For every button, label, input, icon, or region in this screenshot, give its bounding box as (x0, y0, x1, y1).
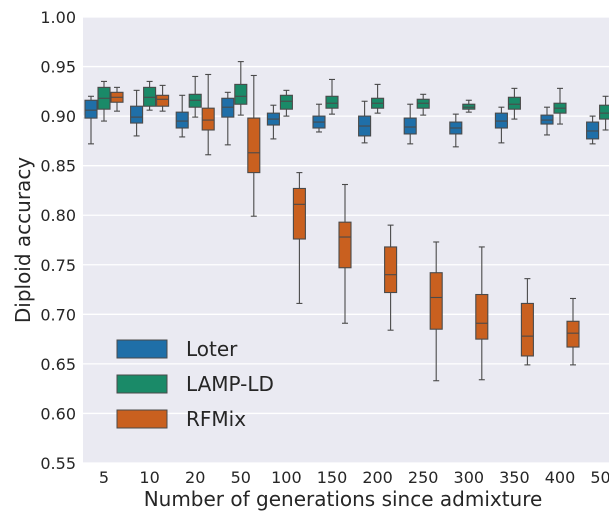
x-axis-ticks: 5 10 20 50 100 150 200 250 300 350 400 500 (99, 468, 609, 487)
box-iqr (130, 105, 144, 124)
box-loter (358, 100, 372, 144)
box-loter (449, 113, 463, 148)
x-axis-title: Number of generations since admixture (144, 487, 543, 511)
box-iqr (338, 221, 352, 269)
y-axis-title: Diploid accuracy (11, 157, 35, 323)
box-lamp-ld (188, 75, 202, 118)
legend: Loter LAMP-LD RFMix (116, 337, 274, 431)
x-tick-label: 100 (271, 468, 302, 487)
y-tick-label: 0.60 (40, 404, 76, 423)
box-loter (221, 91, 235, 146)
x-tick-label: 5 (99, 468, 109, 487)
x-tick-label: 350 (499, 468, 530, 487)
box-lamp-ld (97, 80, 111, 122)
legend-swatch (116, 409, 168, 429)
box-lamp-ld (553, 87, 567, 125)
box-loter (175, 94, 189, 138)
box-iqr (292, 187, 306, 240)
y-axis-ticks: 0.55 0.60 0.65 0.70 0.75 0.80 0.85 0.90 0.95 1.00 (40, 8, 76, 473)
legend-label: RFMix (186, 407, 246, 431)
box-loter (586, 115, 600, 145)
box-loter (84, 95, 98, 145)
box-plot-series (84, 61, 609, 382)
x-tick-label: 200 (362, 468, 393, 487)
y-tick-label: 0.85 (40, 157, 76, 176)
box-iqr (234, 83, 248, 105)
box-iqr (247, 117, 261, 174)
box-rfmix (475, 246, 489, 381)
y-tick-label: 0.70 (40, 305, 76, 324)
box-rfmix (520, 278, 534, 366)
box-rfmix (384, 224, 398, 331)
y-tick-label: 0.55 (40, 454, 76, 473)
box-loter (312, 103, 326, 133)
box-rfmix (429, 241, 443, 382)
x-tick-label: 150 (317, 468, 348, 487)
box-lamp-ld (371, 83, 385, 114)
box-lamp-ld (234, 61, 248, 116)
box-loter (130, 89, 144, 137)
y-tick-label: 1.00 (40, 8, 76, 27)
legend-label: LAMP-LD (186, 372, 274, 396)
box-rfmix (338, 183, 352, 324)
legend-label: Loter (186, 337, 238, 361)
box-rfmix (110, 86, 124, 112)
box-iqr (325, 95, 339, 109)
x-tick-label: 50 (231, 468, 251, 487)
box-iqr (175, 111, 189, 129)
legend-item: Loter (116, 337, 238, 361)
box-rfmix (156, 84, 170, 112)
box-iqr (201, 107, 215, 131)
legend-swatch (116, 339, 168, 359)
y-tick-label: 0.80 (40, 206, 76, 225)
box-iqr (599, 104, 609, 120)
x-tick-label: 250 (408, 468, 439, 487)
box-lamp-ld (599, 95, 609, 131)
box-iqr (475, 293, 489, 340)
box-iqr (566, 320, 580, 348)
box-lamp-ld (416, 93, 430, 116)
box-iqr (520, 302, 534, 357)
y-tick-label: 0.75 (40, 256, 76, 275)
box-rfmix (292, 172, 306, 304)
box-lamp-ld (143, 80, 157, 111)
x-tick-label: 20 (185, 468, 205, 487)
box-loter (403, 103, 417, 145)
box-iqr (84, 99, 98, 119)
legend-item: RFMix (116, 407, 246, 431)
box-iqr (384, 246, 398, 294)
legend-swatch (116, 374, 168, 394)
box-rfmix (566, 297, 580, 366)
x-tick-label: 300 (454, 468, 485, 487)
box-lamp-ld (462, 99, 476, 113)
y-tick-label: 0.90 (40, 107, 76, 126)
box-loter (266, 104, 280, 140)
box-iqr (507, 96, 521, 110)
box-rfmix (201, 73, 215, 156)
box-iqr (279, 94, 293, 110)
box-iqr (429, 272, 443, 330)
box-lamp-ld (325, 78, 339, 115)
x-tick-label: 500 (590, 468, 609, 487)
y-tick-label: 0.65 (40, 355, 76, 374)
x-tick-label: 10 (139, 468, 159, 487)
box-rfmix (247, 74, 261, 217)
box-loter (540, 106, 554, 136)
gridlines (83, 16, 609, 464)
box-lamp-ld (507, 87, 521, 120)
box-iqr (156, 94, 170, 107)
legend-item: LAMP-LD (116, 372, 274, 396)
y-tick-label: 0.95 (40, 58, 76, 77)
box-iqr (403, 117, 417, 135)
x-tick-label: 400 (545, 468, 576, 487)
box-lamp-ld (279, 89, 293, 117)
box-loter (494, 106, 508, 144)
